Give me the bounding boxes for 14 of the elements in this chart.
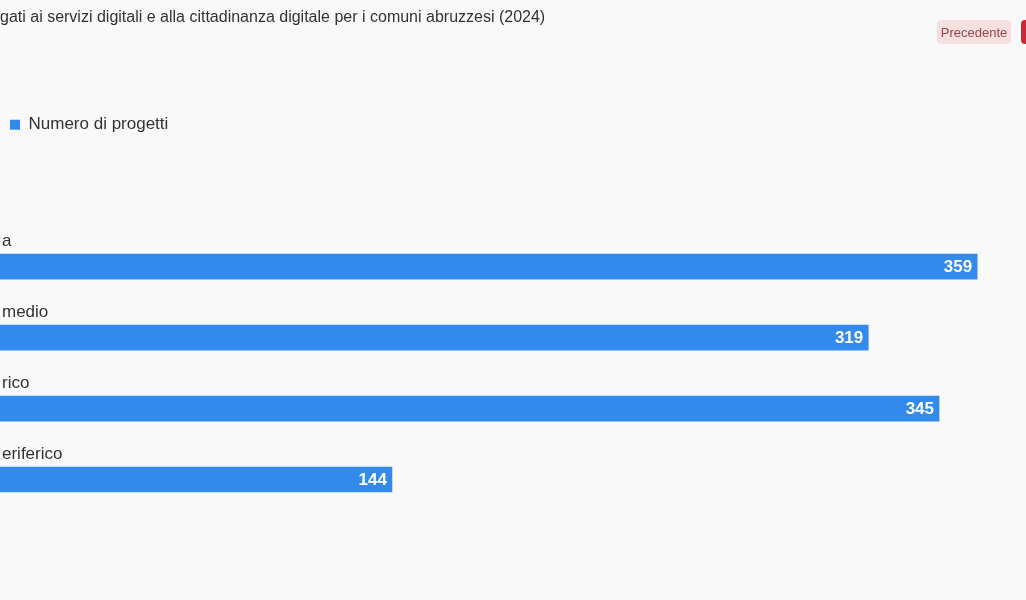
bar [0, 253, 978, 280]
data-label: 319 [834, 328, 864, 348]
bar [0, 324, 869, 351]
data-label: 345 [905, 399, 935, 419]
bar [0, 395, 940, 422]
data-label: 144 [358, 470, 388, 490]
legend-label: Numero di progetti [28, 114, 169, 134]
bar [0, 466, 393, 493]
y-tick-label: medio [2, 302, 49, 322]
y-tick-label: a [2, 231, 12, 251]
y-tick-label: rico [2, 373, 30, 393]
y-tick-label: eriferico [2, 444, 63, 464]
chart-title: gati ai servizi digitali e alla cittadinanza digitale per i comuni abruzzesi (2024) [0, 8, 546, 26]
data-label: 359 [943, 257, 973, 277]
